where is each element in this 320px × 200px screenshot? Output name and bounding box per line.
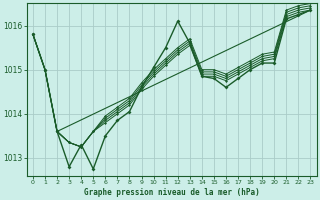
X-axis label: Graphe pression niveau de la mer (hPa): Graphe pression niveau de la mer (hPa) xyxy=(84,188,260,197)
